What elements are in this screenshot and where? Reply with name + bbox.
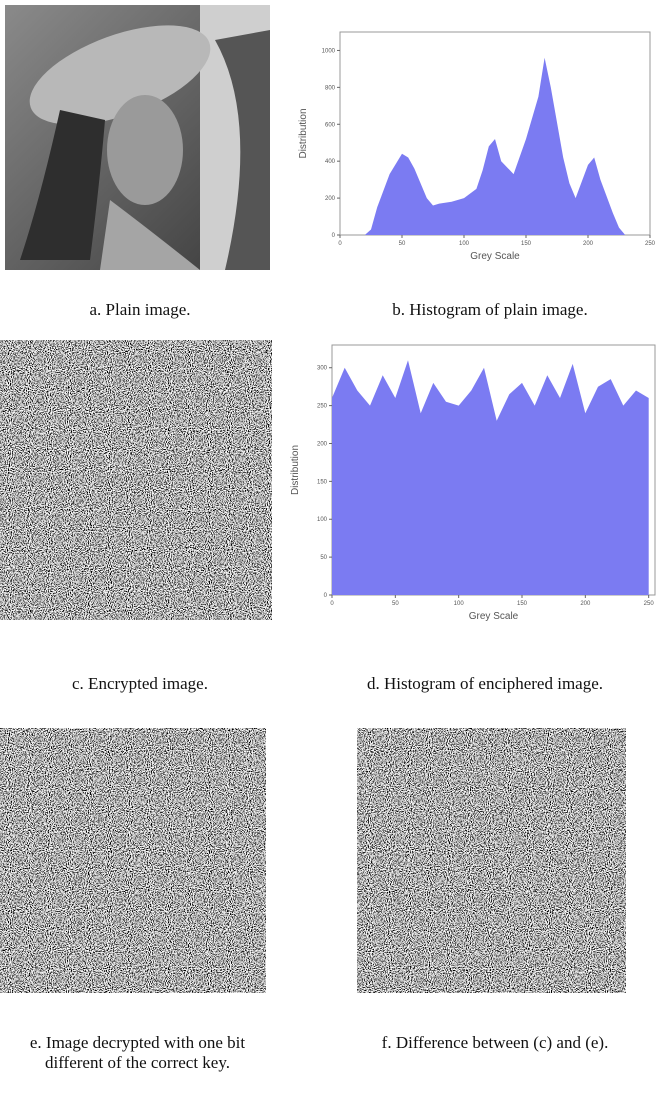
y-tick-label: 1000: [322, 48, 336, 54]
x-tick-label: 0: [330, 601, 334, 607]
caption: b. Histogram of plain image.: [392, 300, 588, 319]
x-tick-label: 200: [583, 241, 594, 247]
x-tick-label: 100: [454, 601, 465, 607]
y-tick-label: 0: [332, 233, 336, 239]
x-tick-label: 50: [399, 241, 406, 247]
x-tick-label: 250: [644, 601, 655, 607]
caption: e. Image decrypted with one bit differen…: [29, 1033, 246, 1072]
x-tick-label: 150: [521, 241, 532, 247]
y-axis-label: Distribution: [290, 445, 301, 495]
y-tick-label: 50: [320, 555, 327, 561]
plain-image: [5, 5, 270, 270]
caption: f. Difference between (c) and (e).: [381, 1033, 609, 1052]
y-tick-label: 250: [317, 404, 328, 410]
encrypted-image: [0, 340, 272, 620]
histogram-area: [332, 360, 649, 595]
y-tick-label: 150: [317, 479, 328, 485]
y-tick-label: 800: [325, 85, 336, 91]
decrypted-wrong-key-image: [0, 728, 266, 993]
x-tick-label: 0: [338, 241, 342, 247]
caption: d. Histogram of enciphered image.: [366, 674, 604, 693]
histogram: 0 50 100 150 200 250 300 0 50 100 150 200 250 Grey Sc…: [290, 344, 656, 622]
difference-image: [357, 728, 626, 993]
y-tick-label: 0: [324, 593, 328, 599]
y-tick-label: 100: [317, 517, 328, 523]
y-axis-label: Distribution: [298, 108, 309, 158]
y-tick-label: 600: [325, 122, 336, 128]
caption: a. Plain image.: [89, 300, 191, 319]
y-tick-label: 200: [317, 441, 328, 447]
x-tick-label: 50: [392, 601, 399, 607]
histogram: 0 200 400 600 800 1000 0 50 100 150 200 250 Grey Sca…: [298, 31, 656, 262]
x-tick-label: 150: [517, 601, 528, 607]
y-tick-label: 400: [325, 159, 336, 165]
x-axis-label: Grey Scale: [470, 251, 520, 262]
y-tick-label: 200: [325, 196, 336, 202]
x-axis-label: Grey Scale: [469, 611, 519, 622]
histogram-area: [340, 57, 650, 235]
x-tick-label: 100: [459, 241, 470, 247]
y-tick-label: 300: [317, 366, 328, 372]
caption: c. Encrypted image.: [72, 674, 208, 693]
x-tick-label: 250: [645, 241, 656, 247]
x-tick-label: 200: [580, 601, 591, 607]
